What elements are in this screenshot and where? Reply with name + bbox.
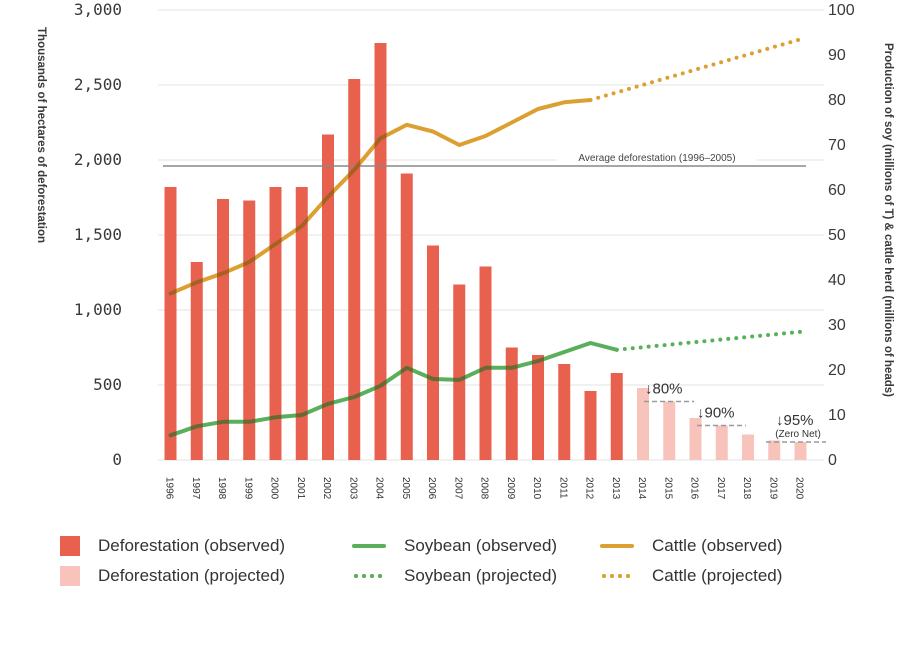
y-tick-label-left: 3,000 — [74, 0, 122, 19]
legend-label: Cattle (projected) — [652, 566, 783, 585]
bar-deforestation-projected — [794, 442, 807, 460]
average-deforestation-label: Average deforestation (1996–2005) — [578, 153, 735, 164]
bar-deforestation-projected — [689, 418, 702, 460]
bar-deforestation-observed — [190, 262, 203, 460]
x-tick-label: 2010 — [531, 477, 542, 500]
line-cattle-projected — [588, 37, 803, 102]
reduction-label: ↓80% — [645, 381, 683, 398]
bar-deforestation-projected — [663, 401, 676, 460]
reduction-label: ↓90% — [697, 405, 735, 422]
x-tick-label: 2005 — [400, 477, 411, 500]
bar-deforestation-projected — [768, 440, 781, 460]
bar-deforestation-projected — [742, 434, 754, 460]
x-tick-label: 2006 — [426, 477, 437, 500]
x-tick-label: 2015 — [662, 477, 673, 500]
bar-deforestation-observed — [558, 364, 571, 460]
y-tick-label-right: 0 — [828, 452, 837, 469]
x-tick-label: 2016 — [689, 477, 700, 500]
legend-soybean-observed: Soybean (observed) — [352, 536, 557, 556]
legend-cattle-projected: Cattle (projected) — [600, 566, 782, 586]
bar-deforestation-observed — [610, 373, 623, 460]
x-tick-label: 2009 — [505, 477, 516, 500]
legend-swatch — [352, 574, 386, 578]
x-tick-label: 1996 — [164, 477, 175, 500]
y-tick-label-right: 70 — [828, 137, 846, 154]
bar-deforestation-observed — [348, 79, 361, 460]
y-tick-label-right: 100 — [828, 2, 855, 19]
x-tick-label: 2001 — [295, 477, 306, 500]
legend-soybean-projected: Soybean (projected) — [352, 566, 557, 586]
reference-label-background — [557, 152, 757, 165]
legend-swatch — [352, 544, 386, 548]
y-tick-label-left: 1,000 — [74, 300, 122, 319]
bar-deforestation-observed — [505, 347, 518, 460]
y-tick-label-right: 40 — [828, 272, 846, 289]
bar-deforestation-observed — [453, 284, 466, 460]
x-tick-label: 2020 — [794, 477, 805, 500]
y-tick-label-right: 20 — [828, 362, 846, 379]
bar-deforestation-observed — [217, 199, 229, 460]
bar-deforestation-observed — [269, 187, 282, 460]
legend-label: Deforestation (projected) — [98, 566, 286, 585]
x-tick-label: 2017 — [715, 477, 726, 500]
line-soybean-observed — [168, 341, 619, 438]
legend-label: Deforestation (observed) — [98, 536, 286, 555]
legend-label: Soybean (observed) — [404, 536, 558, 555]
y-tick-label-left: 500 — [93, 375, 122, 394]
x-tick-label: 2000 — [269, 477, 280, 500]
bar-deforestation-observed — [427, 245, 439, 460]
x-tick-label: 2012 — [584, 477, 595, 500]
bar-deforestation-observed — [400, 173, 413, 460]
bar-deforestation-observed — [374, 43, 387, 460]
bar-deforestation-observed — [164, 187, 177, 460]
bar-deforestation-observed — [322, 134, 334, 460]
y-tick-label-left: 1,500 — [74, 225, 122, 244]
y-tick-label-right: 60 — [828, 182, 846, 199]
y-tick-label-left: 2,000 — [74, 150, 122, 169]
bar-deforestation-projected — [715, 425, 728, 460]
x-tick-label: 2002 — [321, 477, 332, 500]
bar-deforestation-observed — [295, 187, 308, 460]
y-axis-title-right: Production of soy (millions of T) & catt… — [882, 43, 894, 397]
legend-swatch — [60, 566, 80, 586]
legend-swatch — [600, 544, 634, 548]
zero-net-label: (Zero Net) — [775, 429, 821, 440]
y-tick-label-right: 10 — [828, 407, 846, 424]
x-tick-label: 2014 — [636, 477, 647, 500]
legend-swatch — [600, 574, 634, 578]
x-tick-label: 2019 — [767, 477, 778, 500]
x-tick-label: 1997 — [190, 477, 201, 500]
x-tick-label: 2007 — [452, 477, 463, 500]
y-tick-label-right: 30 — [828, 317, 846, 334]
legend-cattle-observed: Cattle (observed) — [600, 536, 782, 556]
x-tick-label: 2018 — [741, 477, 752, 500]
x-tick-label: 2011 — [557, 477, 568, 499]
bar-deforestation-observed — [479, 266, 492, 460]
bar-deforestation-observed — [532, 355, 544, 460]
y-tick-label-right: 80 — [828, 92, 846, 109]
bar-deforestation-projected — [637, 388, 649, 460]
x-tick-label: 1999 — [242, 477, 253, 500]
y-tick-label-right: 50 — [828, 227, 846, 244]
line-soybean-projected — [614, 329, 803, 352]
reduction-label: ↓95% — [776, 412, 814, 429]
bar-deforestation-observed — [584, 391, 597, 460]
y-tick-label-left: 0 — [112, 450, 122, 469]
x-tick-label: 2008 — [479, 477, 490, 500]
legend-deforestation-observed: Deforestation (observed) — [60, 536, 285, 556]
y-tick-label-right: 90 — [828, 47, 846, 64]
legend-label: Soybean (projected) — [404, 566, 558, 585]
y-tick-label-left: 2,500 — [74, 75, 122, 94]
legend-deforestation-projected: Deforestation (projected) — [60, 566, 285, 586]
legend-swatch — [60, 536, 80, 556]
y-axis-title-left: Thousands of hectares of deforestation — [35, 27, 47, 243]
x-tick-label: 2013 — [610, 477, 621, 500]
x-tick-label: 2004 — [374, 477, 385, 500]
x-tick-label: 1998 — [216, 477, 227, 500]
x-tick-label: 2003 — [347, 477, 358, 500]
legend-label: Cattle (observed) — [652, 536, 783, 555]
